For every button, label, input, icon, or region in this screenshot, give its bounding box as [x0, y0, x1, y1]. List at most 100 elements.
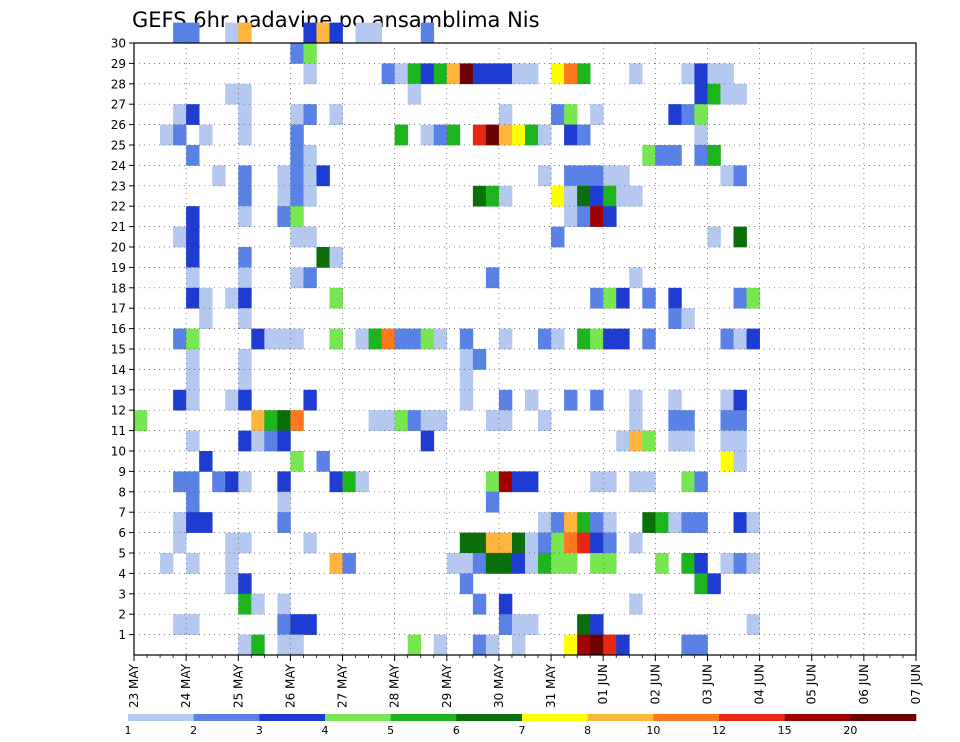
y-tick-label: 29 — [111, 57, 126, 71]
heatmap-cell — [290, 124, 304, 146]
y-tick-label: 25 — [111, 139, 126, 153]
heatmap-cell — [277, 165, 291, 187]
x-tick-label: 27 MAY — [336, 663, 350, 708]
heatmap-cell — [394, 63, 409, 85]
y-tick-label: 14 — [111, 363, 126, 377]
heatmap-cell — [590, 165, 604, 187]
heatmap-cell — [564, 206, 578, 227]
heatmap-cell — [238, 104, 252, 125]
x-axis: 23 MAY 24 MAY 25 MAY 26 MAY 27 MAY 28 MAY 29 M… — [127, 655, 923, 708]
heatmap-cell — [603, 185, 617, 207]
heatmap-cell — [186, 491, 200, 513]
heatmap-cell — [629, 593, 643, 615]
heatmap-cell — [577, 512, 591, 533]
heatmap-cell — [238, 22, 252, 44]
heatmap-cell — [290, 104, 304, 125]
x-tick-label: 31 MAY — [544, 663, 558, 708]
legend-label: 12 — [712, 724, 726, 737]
heatmap-cell — [264, 410, 278, 431]
heatmap-cell — [472, 593, 487, 615]
y-tick-label: 23 — [111, 179, 126, 193]
heatmap-cell — [173, 389, 187, 411]
y-tick-label: 17 — [111, 302, 126, 316]
heatmap-cell — [629, 389, 643, 411]
heatmap-cell — [459, 328, 474, 350]
heatmap-cell — [511, 63, 526, 85]
heatmap-cell — [485, 532, 500, 554]
heatmap-cell — [525, 124, 539, 146]
heatmap-cell — [551, 185, 565, 207]
heatmap-cell — [603, 165, 617, 187]
heatmap-cell — [551, 553, 565, 574]
y-tick-label: 1 — [118, 628, 126, 642]
heatmap-cell — [590, 532, 604, 554]
heatmap-cell — [303, 22, 317, 44]
heatmap-cell — [472, 349, 487, 370]
heatmap-cell — [186, 553, 200, 574]
heatmap-cell — [238, 593, 252, 615]
heatmap-cell — [225, 83, 239, 105]
y-tick-label: 9 — [118, 465, 126, 479]
heatmap-cell — [199, 287, 213, 309]
heatmap-cell — [420, 22, 435, 44]
heatmap-cell — [225, 22, 239, 44]
color-legend: 1 2 3 4 5 6 7 8 10 12 15 20 — [125, 714, 917, 737]
heatmap-cell — [668, 287, 682, 309]
legend-swatch — [522, 714, 588, 721]
heatmap-cell — [642, 145, 656, 166]
heatmap-cell — [655, 553, 669, 574]
heatmap-cell — [694, 553, 708, 574]
heatmap-cell — [707, 63, 721, 85]
heatmap-cell — [173, 471, 187, 493]
heatmap-cell — [472, 634, 487, 656]
legend-label: 10 — [646, 724, 660, 737]
heatmap-cell — [551, 104, 565, 125]
heatmap-cell — [525, 471, 539, 493]
x-tick-label: 24 MAY — [179, 663, 193, 708]
heatmap-cell — [160, 124, 174, 146]
heatmap-cell — [485, 553, 500, 574]
heatmap-cell — [173, 328, 187, 350]
heatmap-cell — [186, 247, 200, 268]
heatmap-cell — [694, 83, 708, 105]
y-tick-label: 22 — [111, 200, 126, 214]
heatmap-cell — [525, 553, 539, 574]
x-tick-label: 30 MAY — [492, 663, 506, 708]
heatmap-cell — [459, 369, 474, 391]
heatmap-cell — [485, 634, 500, 656]
heatmap-cell — [277, 634, 291, 656]
y-tick-label: 11 — [111, 424, 126, 438]
heatmap-cell — [212, 165, 226, 187]
heatmap-cell — [381, 328, 396, 350]
heatmap-cell — [134, 410, 148, 431]
heatmap-cell — [746, 614, 760, 635]
heatmap-cell — [498, 410, 513, 431]
x-tick-label: 01 JUN — [596, 664, 610, 704]
heatmap-cell — [707, 226, 721, 248]
heatmap-cell — [303, 145, 317, 166]
heatmap-cell — [616, 634, 630, 656]
heatmap-cell — [238, 430, 252, 452]
heatmap-cell — [733, 83, 747, 105]
legend-label: 4 — [322, 724, 329, 737]
legend-label: 3 — [256, 724, 263, 737]
heatmap-cell — [525, 614, 539, 635]
heatmap-cell — [694, 104, 708, 125]
heatmap-cell — [642, 430, 656, 452]
heatmap-cell — [498, 614, 513, 635]
heatmap-cell — [459, 389, 474, 411]
heatmap-cell — [394, 328, 409, 350]
heatmap-cell — [433, 63, 448, 85]
heatmap-cell — [564, 63, 578, 85]
heatmap-cell — [277, 410, 291, 431]
y-tick-label: 10 — [111, 445, 126, 459]
heatmap-cell — [225, 287, 239, 309]
y-tick-label: 30 — [111, 37, 126, 51]
heatmap-cell — [616, 287, 630, 309]
heatmap-cell — [590, 104, 604, 125]
heatmap-cell — [720, 553, 734, 574]
y-axis: 1234567891011121314151617181920212223242… — [111, 37, 134, 642]
heatmap-cell — [681, 430, 695, 452]
heatmap-cell — [290, 145, 304, 166]
heatmap-cell — [720, 410, 734, 431]
